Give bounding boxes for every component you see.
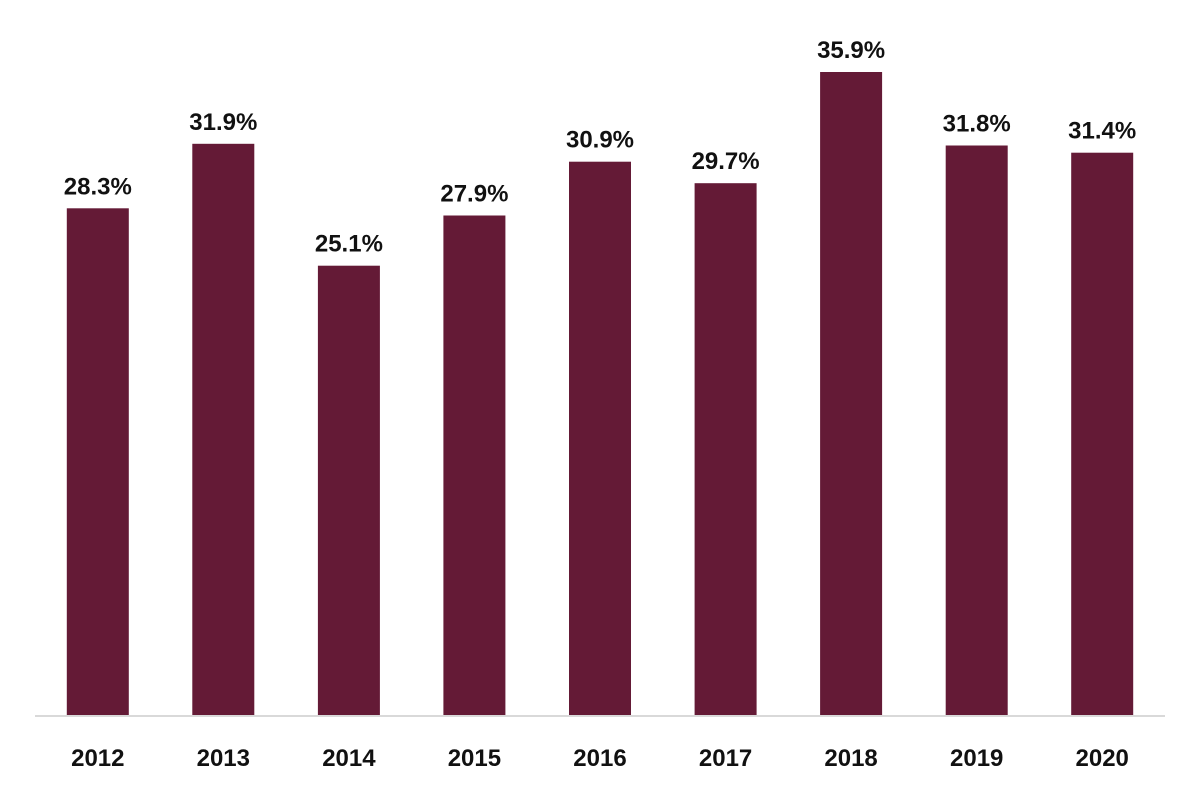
data-label-2019: 31.8% [943,111,1011,138]
bar-2013 [192,143,255,717]
data-label-2020: 31.4% [1068,118,1136,145]
x-tick-label-2018: 2018 [824,745,877,772]
x-tick-label-2014: 2014 [322,745,376,772]
x-tick-label-2016: 2016 [573,745,626,772]
bar-2014 [317,265,380,716]
x-axis-tick-labels: 2012 2013 2014 2015 2016 2017 2018 2019 2020 [71,745,1129,772]
x-tick-label-2019: 2019 [950,745,1003,772]
bar-2018 [820,72,883,716]
bar-2012 [66,208,129,717]
bar-2019 [945,145,1008,716]
data-label-2017: 29.7% [692,148,760,175]
x-tick-label-2017: 2017 [699,745,752,772]
bars-group [66,72,1134,717]
bar-2016 [569,161,631,716]
data-label-2013: 31.9% [189,109,257,136]
bar-2020 [1071,152,1134,716]
x-tick-label-2012: 2012 [71,745,124,772]
bar-2017 [694,183,757,716]
data-label-2015: 27.9% [440,181,508,208]
data-label-2014: 25.1% [315,231,383,258]
data-label-2016: 30.9% [566,127,634,154]
x-tick-label-2013: 2013 [197,745,250,772]
bar-2015 [443,215,506,716]
data-label-2018: 35.9% [817,37,885,64]
data-labels-group: 28.3% 31.9% 25.1% 27.9% 30.9% 29.7% 35.9% 31.8%… [64,37,1136,258]
x-tick-label-2020: 2020 [1076,745,1129,772]
data-label-2012: 28.3% [64,173,132,200]
x-tick-label-2015: 2015 [448,745,501,772]
